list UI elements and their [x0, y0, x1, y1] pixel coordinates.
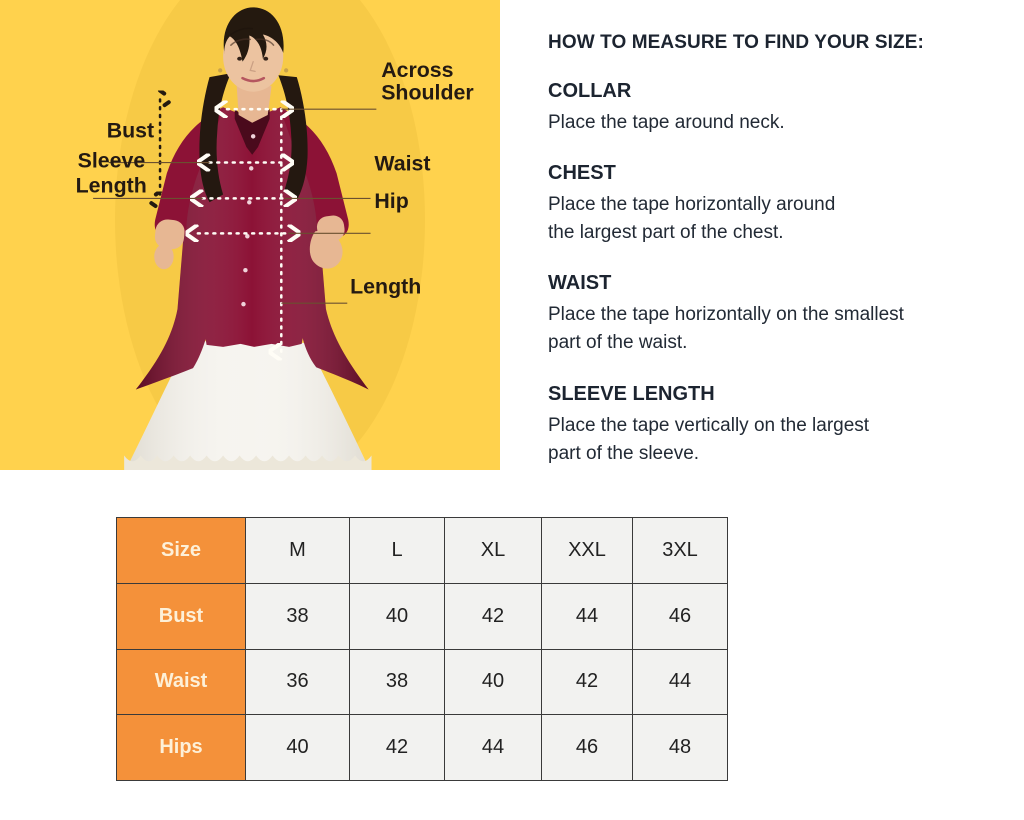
- svg-text:Sleeve: Sleeve: [78, 148, 146, 172]
- svg-text:Shoulder: Shoulder: [381, 80, 473, 104]
- svg-text:Bust: Bust: [107, 118, 154, 142]
- svg-text:Hip: Hip: [374, 189, 408, 213]
- svg-text:Waist: Waist: [374, 151, 430, 175]
- svg-text:Length: Length: [76, 174, 147, 198]
- svg-text:Across: Across: [381, 58, 453, 82]
- svg-text:Length: Length: [350, 274, 421, 298]
